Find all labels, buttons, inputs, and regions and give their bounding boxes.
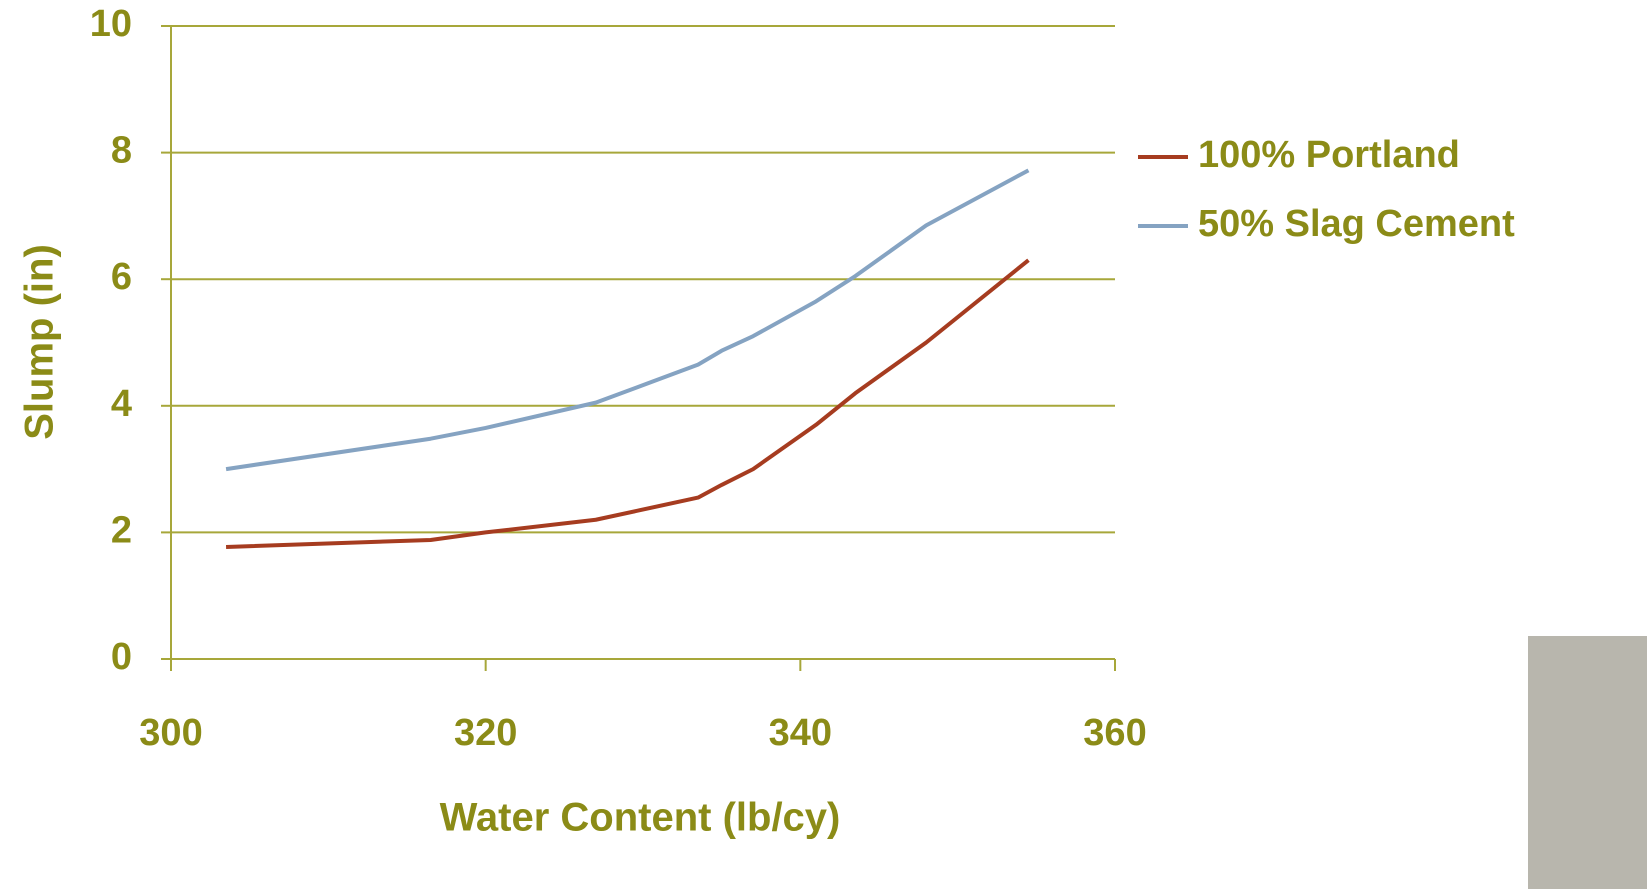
x-tick-label: 320: [454, 712, 517, 754]
x-axis-title: Water Content (lb/cy): [440, 796, 841, 840]
data-line: [226, 170, 1028, 469]
legend-label: 50% Slag Cement: [1198, 203, 1515, 245]
x-tick-label: 360: [1083, 712, 1146, 754]
y-tick-label: 8: [111, 130, 132, 172]
y-tick-label: 10: [90, 3, 132, 45]
y-tick-label: 2: [111, 509, 132, 551]
y-axis-title: Slump (in): [18, 244, 62, 440]
data-line: [226, 260, 1028, 547]
x-tick-label: 300: [139, 712, 202, 754]
x-tick-label: 340: [769, 712, 832, 754]
chart: Water Content (lb/cy) Slump (in) 0 2 4 6 8 10…: [0, 0, 1647, 889]
y-tick-label: 6: [111, 256, 132, 298]
y-tick-label: 0: [111, 636, 132, 678]
photo-fragment: [1528, 636, 1647, 889]
legend-label: 100% Portland: [1198, 134, 1460, 176]
y-tick-label: 4: [111, 383, 132, 425]
